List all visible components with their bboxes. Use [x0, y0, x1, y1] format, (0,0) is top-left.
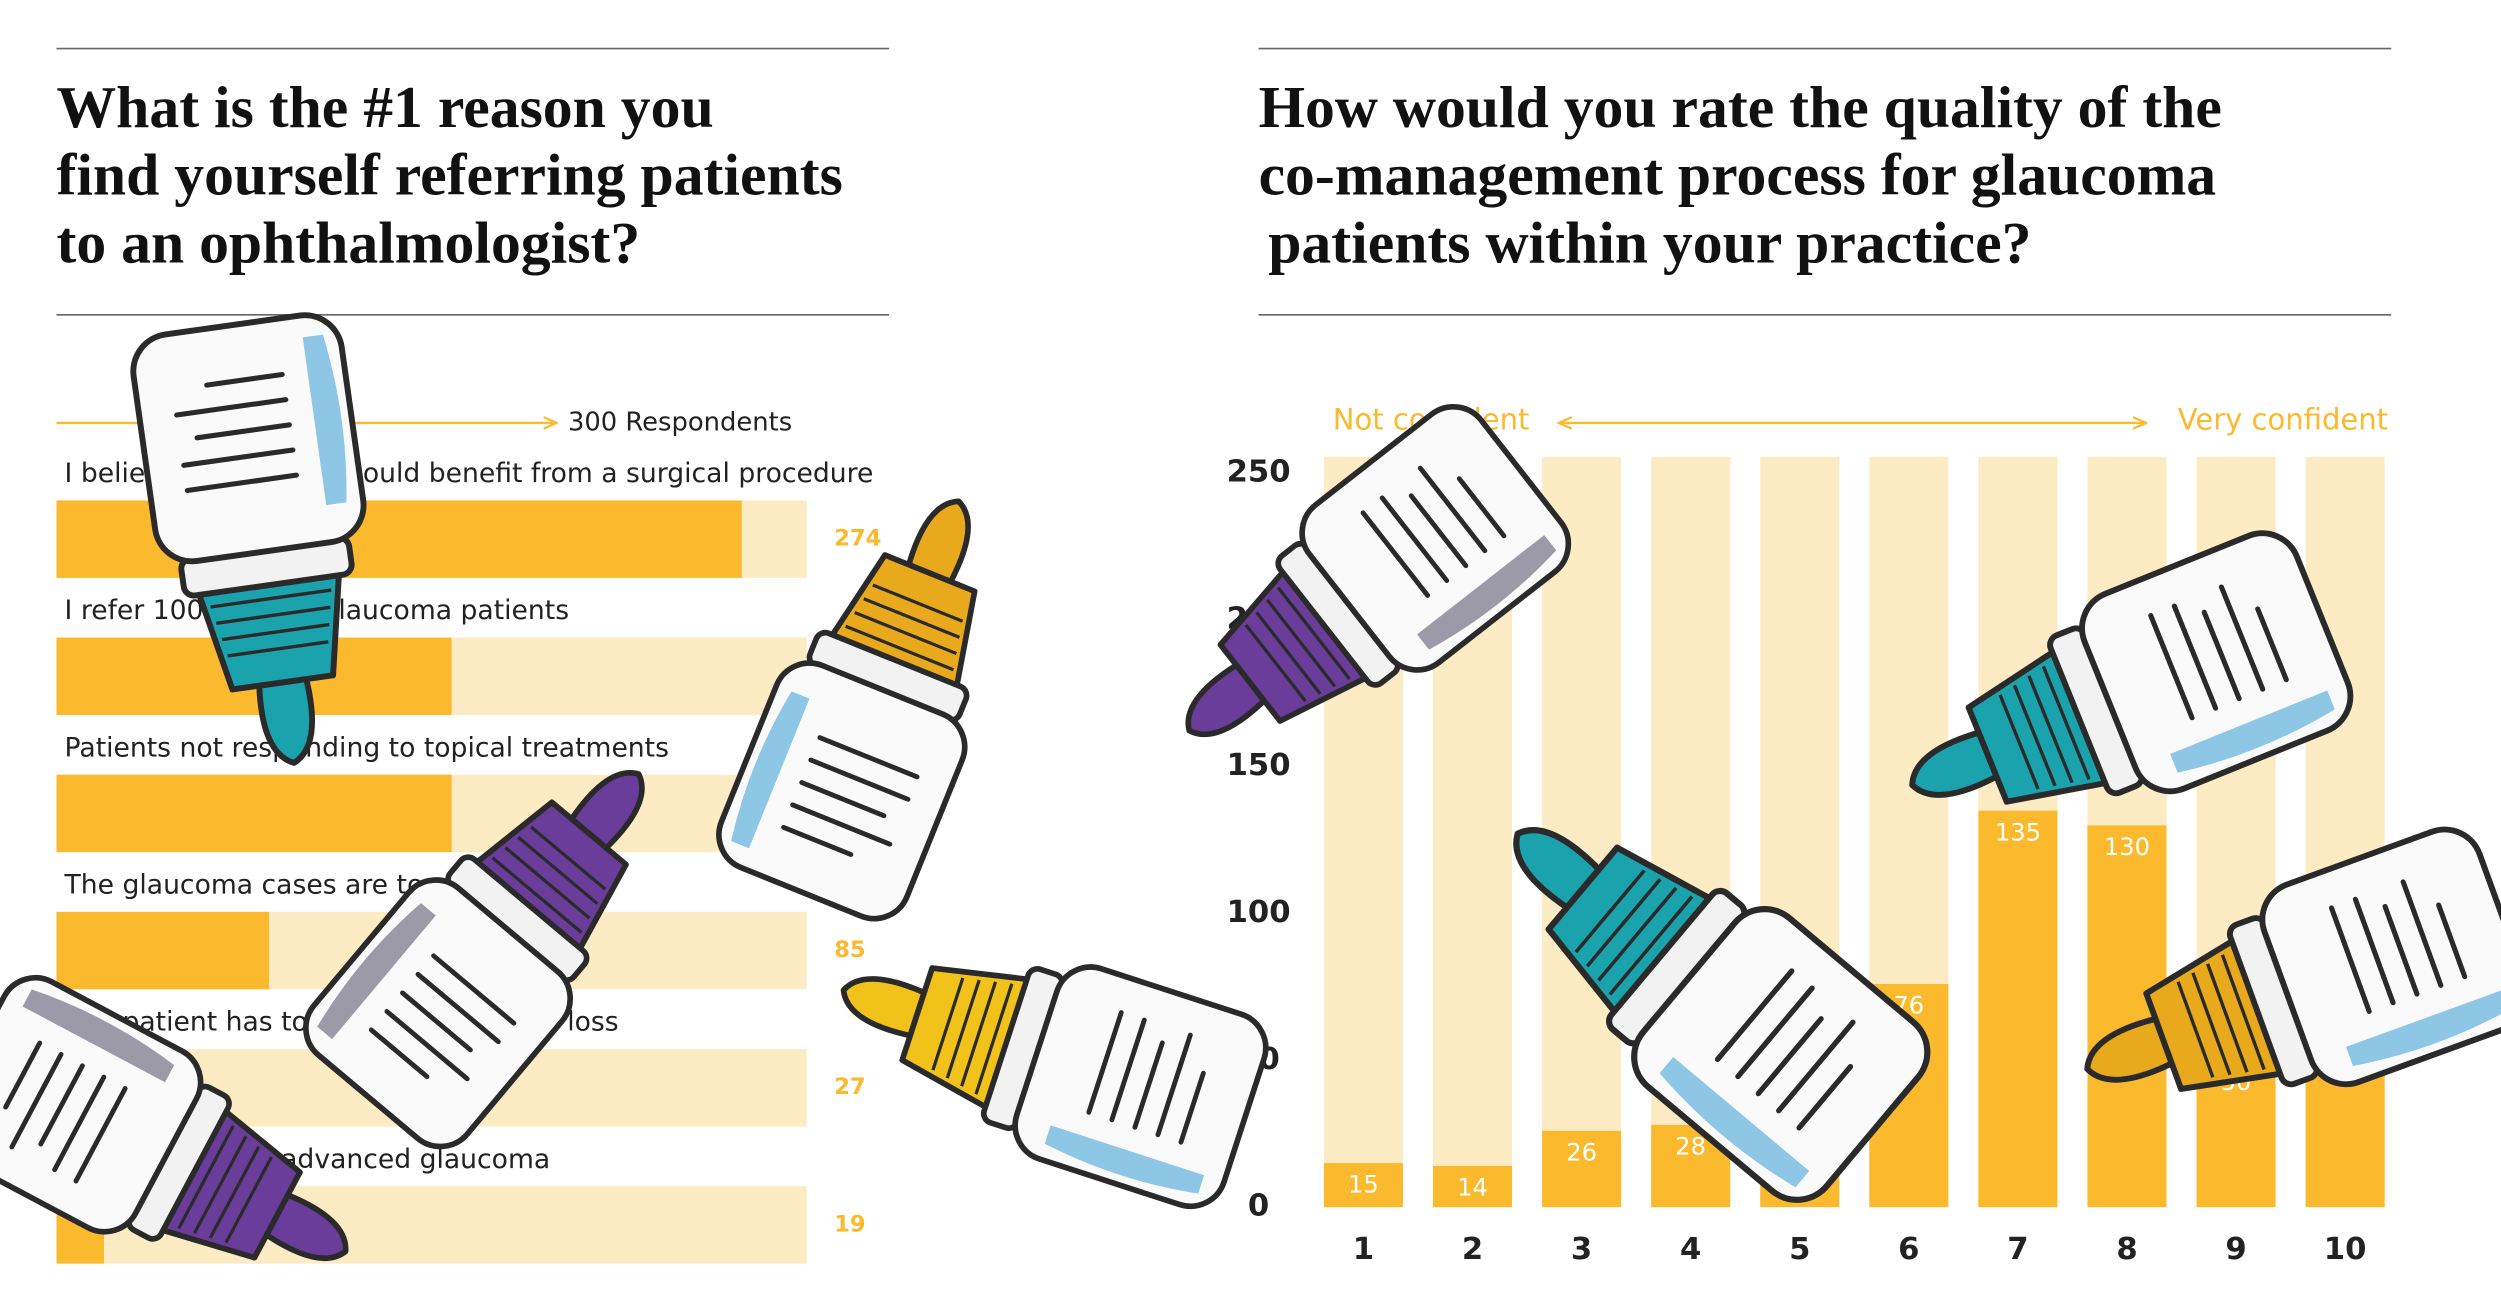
x-tick-label: 6 [1898, 1232, 1919, 1267]
y-tick-label: 150 [1227, 748, 1291, 783]
x-tick-label: 2 [1462, 1232, 1483, 1267]
value-label: 26 [1566, 1138, 1597, 1166]
bar [56, 911, 270, 990]
x-tick-label: 8 [2116, 1232, 2137, 1267]
bar [1542, 1130, 1622, 1208]
value-label: 14 [1457, 1174, 1488, 1202]
y-tick-label: 250 [1227, 454, 1291, 489]
bar [1432, 1166, 1513, 1208]
x-tick-label: 3 [1571, 1232, 1592, 1267]
x-tick-label: 10 [2324, 1232, 2367, 1267]
value-label: 28 [1675, 1133, 1706, 1161]
chart-title: What is the #1 reason you [56, 74, 713, 140]
x-tick-label: 9 [2225, 1232, 2246, 1267]
x-tick-label: 7 [2007, 1232, 2028, 1267]
value-label: 274 [834, 526, 881, 552]
x-tick-label: 5 [1789, 1232, 1810, 1267]
chart-title: patients within your practice? [1268, 209, 2031, 275]
bar-track [1542, 456, 1622, 1208]
y-tick-label: 0 [1248, 1189, 1269, 1224]
y-tick-label: 100 [1227, 895, 1291, 930]
bar [1323, 1163, 1403, 1208]
category-label: Patients not responding to topical treat… [65, 732, 669, 763]
chart-title: co-management process for glaucoma [1259, 142, 2217, 208]
chart-title: to an ophthalmologist? [56, 209, 640, 275]
value-label: 15 [1348, 1171, 1379, 1199]
annotation: 300 Respondents [568, 407, 792, 437]
x-tick-label: 4 [1680, 1232, 1701, 1267]
value-label: 135 [1995, 818, 2041, 846]
chart-title: find yourself referring patients [56, 142, 842, 208]
x-tick-label: 1 [1353, 1232, 1374, 1267]
annotation: Very confident [2178, 402, 2388, 436]
bar [56, 774, 452, 853]
value-label: 27 [834, 1074, 865, 1100]
value-label: 19 [834, 1211, 865, 1237]
value-label: 130 [2104, 833, 2150, 861]
value-label: 85 [834, 937, 865, 963]
chart-title: How would you rate the quality of the [1259, 74, 2222, 140]
bar [1978, 810, 2058, 1208]
